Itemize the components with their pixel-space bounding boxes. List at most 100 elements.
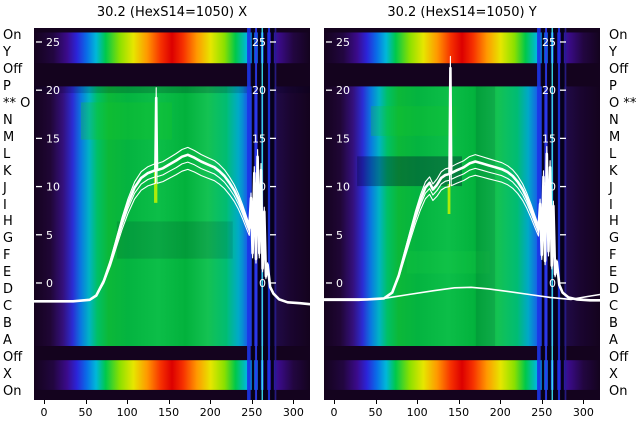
x-tick-mark xyxy=(458,400,460,404)
panel-x-title: 30.2 (HexS14=1050) X xyxy=(96,5,248,20)
x-tick-label: 300 xyxy=(572,406,594,419)
x-tick-mark xyxy=(417,400,419,404)
x-tick-label: 300 xyxy=(282,406,304,419)
panel-x: 30.2 (HexS14=1050) X 25 25 20 20 15 15 10 10 5 5 0… xyxy=(34,0,310,440)
wire-label-right-x-20: X xyxy=(609,366,618,382)
x-tick-mark xyxy=(210,400,212,404)
wire-label-left-o-4: ** O xyxy=(3,96,31,112)
y-tick-left: 25 xyxy=(336,36,350,49)
y-tick-left: 15 xyxy=(46,132,60,145)
y-tick-left: 0 xyxy=(46,277,53,290)
wire-label-right-e-14: E xyxy=(609,265,618,281)
wire-label-right-h-11: H xyxy=(609,214,619,230)
x-tick-label: 150 xyxy=(448,406,470,419)
heatmap xyxy=(34,28,310,400)
wire-label-right-d-15: D xyxy=(609,282,620,298)
x-tick-mark xyxy=(168,400,170,404)
x-tick-mark xyxy=(375,400,377,404)
panel-y: 30.2 (HexS14=1050) Y 25 25 20 20 15 15 10 10 5 5 0… xyxy=(324,0,600,440)
wire-label-right-on-0: On xyxy=(609,28,628,44)
wire-label-right-n-5: N xyxy=(609,113,619,128)
wire-label-left-on-0: On xyxy=(3,28,22,44)
profile-curves xyxy=(324,55,600,302)
profile-bundle xyxy=(34,87,310,305)
wire-label-left-a-18: A xyxy=(3,332,12,348)
x-tick-label: 200 xyxy=(489,406,511,419)
panel-x-axis: 0 50 100 150 200 250 300 xyxy=(34,400,310,436)
y-tick-left: 20 xyxy=(46,84,60,97)
y-tick-right: 15 xyxy=(542,132,556,145)
wire-label-left-h-11: H xyxy=(3,214,13,230)
profile-secondary xyxy=(324,286,600,302)
y-tick-right: 25 xyxy=(542,36,556,49)
x-tick-label: 50 xyxy=(368,406,383,419)
heatmap xyxy=(324,28,600,400)
wire-labels-left: On Y Off P ** O N M L K J I H G F E D C B A Off X On xyxy=(0,0,33,440)
x-tick-mark xyxy=(251,400,253,404)
wire-label-right-on-21: On xyxy=(609,383,628,399)
x-tick-label: 250 xyxy=(241,406,263,419)
wire-label-left-c-16: C xyxy=(3,299,13,314)
wire-label-right-y-1: Y xyxy=(609,45,617,61)
wire-label-left-i-10: I xyxy=(3,197,7,213)
x-tick-label: 100 xyxy=(116,406,138,419)
y-tick-left: 20 xyxy=(336,84,350,97)
wire-label-left-e-14: E xyxy=(3,265,12,281)
y-tick-right: 0 xyxy=(549,277,556,290)
x-tick-mark xyxy=(583,400,585,404)
y-tick-left: 25 xyxy=(46,36,60,49)
x-tick-mark xyxy=(127,400,129,404)
y-tick-right: 15 xyxy=(252,132,266,145)
x-tick-label: 0 xyxy=(330,406,338,419)
profile-curves xyxy=(34,87,310,306)
wire-label-right-l-7: L xyxy=(609,146,617,162)
wire-label-left-b-17: B xyxy=(3,315,12,331)
x-tick-label: 50 xyxy=(78,406,93,419)
wire-label-right-b-17: B xyxy=(609,315,618,331)
wire-label-right-o-4: O ** xyxy=(609,96,637,112)
y-tick-right: 20 xyxy=(252,84,266,97)
wire-label-right-c-16: C xyxy=(609,299,619,314)
wire-label-right-j-9: J xyxy=(609,180,613,196)
x-tick-label: 0 xyxy=(40,406,48,419)
y-tick-left: 10 xyxy=(46,181,60,194)
wire-label-right-k-8: K xyxy=(609,163,618,179)
x-tick-label: 250 xyxy=(531,406,553,419)
x-tick-mark xyxy=(85,400,87,404)
wire-label-right-m-6: M xyxy=(609,129,621,145)
wire-label-right-g-12: G xyxy=(609,231,620,247)
y-tick-right: 0 xyxy=(259,277,266,290)
x-tick-label: 150 xyxy=(158,406,180,419)
wire-labels-right: On Y Off P O ** N M L K J I H G F E D C B A Off X On xyxy=(604,0,640,440)
panel-y-title: 30.2 (HexS14=1050) Y xyxy=(387,5,537,20)
wire-label-left-g-12: G xyxy=(3,231,14,247)
wire-label-left-m-6: M xyxy=(3,129,15,145)
wire-label-right-off-2: Off xyxy=(609,62,629,78)
wire-label-left-f-13: F xyxy=(3,248,11,264)
wire-label-left-p-3: P xyxy=(3,79,11,95)
y-tick-right: 20 xyxy=(542,84,556,97)
x-tick-mark xyxy=(500,400,502,404)
wire-label-left-n-5: N xyxy=(3,113,13,128)
wire-label-left-d-15: D xyxy=(3,282,14,298)
x-tick-label: 100 xyxy=(406,406,428,419)
x-tick-mark xyxy=(541,400,543,404)
panel-y-axis: 0 50 100 150 200 250 300 xyxy=(324,400,600,436)
x-tick-mark xyxy=(293,400,295,404)
wire-label-left-l-7: L xyxy=(3,146,11,162)
y-tick-left: 10 xyxy=(336,181,350,194)
y-tick-left: 0 xyxy=(336,277,343,290)
x-tick-mark xyxy=(333,400,335,404)
y-tick-right: 25 xyxy=(252,36,266,49)
profile-bundle xyxy=(34,117,310,305)
wire-label-left-off-2: Off xyxy=(3,62,23,78)
profile-bundle xyxy=(324,90,600,301)
wire-label-left-y-1: Y xyxy=(3,45,11,61)
wire-label-left-k-8: K xyxy=(3,163,12,179)
wire-label-left-j-9: J xyxy=(3,180,7,196)
wire-label-right-i-10: I xyxy=(609,197,613,213)
